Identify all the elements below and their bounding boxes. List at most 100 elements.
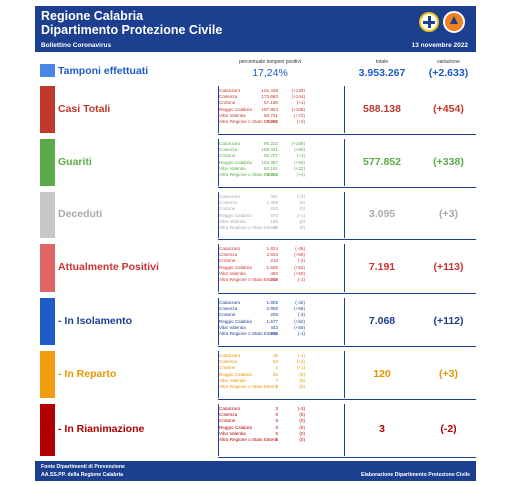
province-name: Cosenza bbox=[219, 412, 238, 418]
province-name: Altra Regione o Stato Estero bbox=[219, 330, 278, 336]
province-item: Vibo Valentia 50.151 (+22) bbox=[218, 166, 308, 172]
province-item: Vibo Valentia 443 (+50) bbox=[218, 325, 308, 331]
province-name: Altra Regione o Stato Estero bbox=[219, 436, 278, 442]
province-variation: (0) bbox=[299, 200, 305, 206]
province-name: Altra Regione o Stato Estero bbox=[219, 224, 278, 230]
rianimazione-row: - In Rianimazione Catanzaro 3 (-2) Cosenza 0 (… bbox=[35, 402, 476, 458]
divider-line bbox=[218, 192, 219, 238]
province-item: Cosenza 0 (0) bbox=[218, 412, 308, 418]
tamponi-color-bar bbox=[40, 64, 55, 77]
province-name: Catanzaro bbox=[219, 406, 241, 411]
reparto-color-bar bbox=[40, 351, 55, 398]
province-item: Cosenza 63 (+3) bbox=[218, 359, 308, 365]
deceduti-label: Deceduti bbox=[58, 208, 103, 220]
province-item: Altra Regione o Stato Estero 236 (-1) bbox=[218, 331, 308, 337]
province-item: Vibo Valentia 450 (+50) bbox=[218, 271, 308, 277]
province-name: Altra Regione o Stato Estero bbox=[219, 171, 278, 177]
rianimazione-label: - In Rianimazione bbox=[58, 423, 145, 435]
casi-row: Casi Totali Catanzaro 101.438 (+128) Cosenza… bbox=[35, 84, 476, 135]
province-name: Vibo Valentia bbox=[219, 218, 246, 224]
province-item: Catanzaro 1.806 (-42) bbox=[218, 300, 308, 306]
province-item: Reggio Calabria 870 (+1) bbox=[218, 213, 308, 219]
province-value: 2.843 bbox=[266, 252, 279, 258]
province-value: 1.396 bbox=[266, 200, 279, 206]
rianimazione-color-bar bbox=[40, 404, 55, 456]
province-variation: (0) bbox=[299, 206, 305, 212]
casi-province-list: Catanzaro 101.438 (+128) Cosenza 173.680 (+14… bbox=[218, 88, 308, 125]
guariti-row: Guariti Catanzaro 99.223 (+169) Cosenza 169.4… bbox=[35, 137, 476, 188]
province-value: 19 bbox=[272, 224, 278, 230]
province-variation: (0) bbox=[299, 383, 305, 389]
divider-line bbox=[218, 457, 476, 458]
province-variation: (-42) bbox=[295, 300, 305, 305]
province-name: Reggio Calabria bbox=[219, 371, 252, 377]
province-name: Catanzaro bbox=[219, 246, 241, 251]
divider-line bbox=[218, 351, 219, 398]
civil-protection-logo-icon bbox=[443, 11, 465, 33]
province-item: Crotone 56.707 (+3) bbox=[218, 153, 308, 159]
province-item: Crotone 4 (+1) bbox=[218, 365, 308, 371]
province-variation: (+108) bbox=[291, 106, 305, 112]
tamponi-pct-caption: percentuale tamponi positivi bbox=[239, 59, 301, 65]
province-variation: (0) bbox=[299, 218, 305, 224]
province-variation: (+1) bbox=[296, 100, 305, 106]
province-value: 101.438 bbox=[261, 88, 278, 93]
province-value: 197.863 bbox=[261, 106, 278, 112]
province-value: 206 bbox=[270, 312, 278, 318]
province-value: 57.186 bbox=[263, 100, 278, 106]
province-value: 236 bbox=[270, 330, 278, 336]
province-variation: (-1) bbox=[297, 330, 305, 336]
province-item: Altra Regione o Stato Estero 2 (0) bbox=[218, 384, 308, 390]
province-variation: (-2) bbox=[297, 258, 305, 264]
divider-line bbox=[218, 187, 476, 188]
province-variation: (-1) bbox=[297, 353, 305, 358]
divider-line bbox=[344, 244, 345, 292]
province-value: 173.680 bbox=[261, 94, 278, 100]
province-variation: (+1) bbox=[296, 365, 305, 371]
province-item: Crotone 216 (-2) bbox=[218, 258, 308, 264]
province-name: Catanzaro bbox=[219, 300, 241, 305]
casi-color-bar bbox=[40, 86, 55, 133]
province-name: Catanzaro bbox=[219, 353, 241, 358]
province-variation: (-45) bbox=[295, 246, 305, 251]
deceduti-variation: (+3) bbox=[439, 208, 458, 220]
province-item: Crotone 206 (-3) bbox=[218, 312, 308, 318]
province-name: Crotone bbox=[219, 365, 236, 371]
attuali-province-list: Catanzaro 1.824 (-45) Cosenza 2.843 (+59) Crot… bbox=[218, 246, 308, 283]
province-item: Cosenza 1.396 (0) bbox=[218, 200, 308, 206]
province-value: 1.606 bbox=[266, 264, 279, 270]
footer-credit: Elaborazione Dipartimento Protezione Civ… bbox=[361, 472, 470, 478]
province-variation: (+55) bbox=[294, 159, 305, 165]
province-variation: (+3) bbox=[296, 118, 305, 124]
rianimazione-total: 3 bbox=[379, 423, 385, 435]
province-variation: (+58) bbox=[294, 306, 305, 312]
divider-line bbox=[344, 298, 345, 345]
province-variation: (+2) bbox=[296, 194, 305, 199]
province-item: Reggio Calabria 197.863 (+108) bbox=[218, 107, 308, 113]
attuali-row: Attualmente Positivi Catanzaro 1.824 (-45) C… bbox=[35, 242, 476, 294]
province-name: Cosenza bbox=[219, 252, 238, 258]
guariti-variation: (+338) bbox=[433, 155, 464, 168]
tamponi-total-caption: totale bbox=[375, 59, 389, 65]
province-variation: (0) bbox=[299, 430, 305, 436]
province-name: Vibo Valentia bbox=[219, 430, 246, 436]
province-variation: (-2) bbox=[297, 406, 305, 411]
province-name: Cosenza bbox=[219, 147, 238, 153]
province-value: 50.791 bbox=[263, 112, 278, 118]
header-title-line2: Dipartimento Protezione Civile bbox=[41, 23, 223, 37]
divider-line bbox=[344, 192, 345, 238]
province-item: Catanzaro 391 (+2) bbox=[218, 194, 308, 200]
province-item: Vibo Valentia 50.791 (+72) bbox=[218, 113, 308, 119]
footer-source-line1: Fonte Dipartimenti di Prevenzione bbox=[41, 464, 125, 470]
province-value: 2.800 bbox=[266, 306, 279, 312]
divider-line bbox=[218, 293, 476, 294]
subheader-bar: Bollettino Coronavirus 13 novembre 2022 bbox=[35, 40, 476, 52]
tamponi-pct: 17,24% bbox=[252, 67, 288, 79]
province-item: Catanzaro 101.438 (+128) bbox=[218, 88, 308, 94]
province-name: Cosenza bbox=[219, 306, 238, 312]
attuali-total: 7.191 bbox=[368, 261, 396, 273]
province-item: Catanzaro 1.824 (-45) bbox=[218, 246, 308, 252]
province-variation: (0) bbox=[299, 371, 305, 377]
province-value: 391 bbox=[270, 194, 278, 199]
province-variation: (+169) bbox=[291, 141, 305, 146]
